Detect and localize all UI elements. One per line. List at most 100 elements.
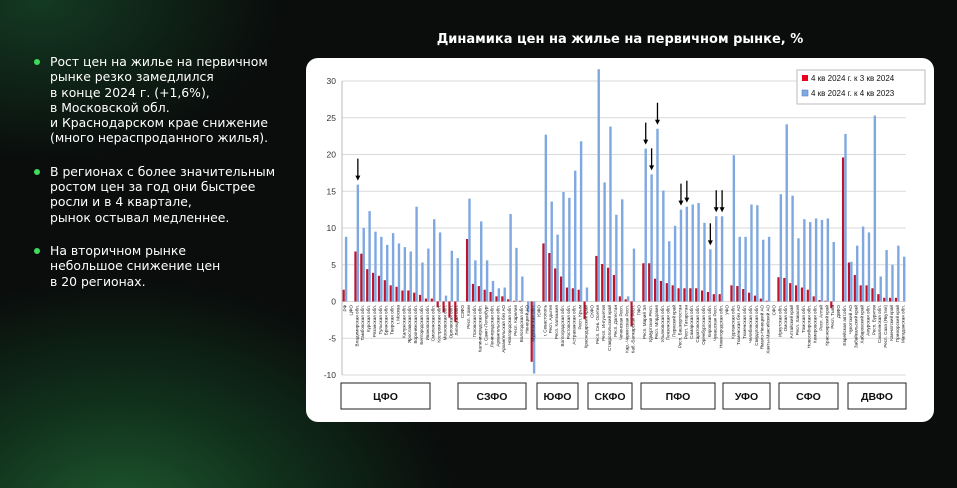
bar-q4-vs-q3 [554,268,557,302]
bar-q4-vs-q4 [750,204,753,302]
bar-q4-vs-q3 [859,285,862,302]
category-label: Ханты-Мансийский АО [765,305,771,354]
bar-q4-vs-q4 [397,243,401,302]
category-label: г. Севастополь [542,304,547,336]
bar-q4-vs-q4 [491,280,495,302]
category-label: Кемеровская обл. [813,305,818,343]
bar-q4-vs-q3 [818,300,821,302]
y-tick-label: 25 [327,113,337,123]
bar-q4-vs-q3 [747,292,751,302]
bar-q4-vs-q4 [861,226,865,302]
bar-q4-vs-q3 [794,285,798,302]
bar-q4-vs-q4 [820,219,824,302]
bar-q4-vs-q3 [530,301,533,362]
district-box [536,382,579,410]
bar-q4-vs-q3 [888,297,892,302]
bar-q4-vs-q3 [718,294,721,302]
category-label: Орловская обл. [448,305,453,338]
category-label: Иркутская обл. [777,305,782,337]
category-label: Смоленская обл. [431,305,436,341]
bar-q4-vs-q4 [826,218,830,302]
bar-q4-vs-q3 [489,291,492,302]
category-label: Ленинградская обл. [489,305,494,347]
bar-q4-vs-q3 [465,239,469,302]
category-label: Липецкая обл. [454,305,459,336]
bar-q4-vs-q4 [856,245,859,302]
bar-q4-vs-q3 [571,288,574,302]
bar-q4-vs-q3 [559,276,563,302]
bar-q4-vs-q4 [697,203,700,302]
bar-q4-vs-q4 [362,228,365,302]
category-label: Омская обл. [783,305,788,331]
bar-q4-vs-q4 [662,190,665,302]
bar-q4-vs-q4 [544,134,548,302]
bar-q4-vs-q3 [418,294,422,302]
bar-q4-vs-q4 [562,191,565,302]
category-label: Респ. Мордовия [654,304,659,339]
bullet-text: В регионах с более значительным ростом ц… [50,163,276,225]
bar-q4-vs-q4 [421,262,424,302]
category-label: Саратовская обл. [695,305,700,343]
bar-q4-vs-q4 [867,232,871,302]
bar-q4-vs-q4 [621,199,624,302]
bar-q4-vs-q3 [753,295,757,302]
bar-q4-vs-q3 [501,296,504,302]
bar-q4-vs-q3 [789,283,792,302]
bar-q4-vs-q4 [403,247,407,302]
bar-q4-vs-q3 [765,300,768,302]
bar-q4-vs-q4 [344,236,348,302]
category-label: Тюменская обл. [742,305,747,339]
legend-label: 4 кв 2024 г. к 4 кв 2023 [811,89,895,98]
bar-q4-vs-q3 [671,285,674,302]
category-label: Калужская обл. [401,305,406,338]
bar-q4-vs-q4 [691,204,694,302]
bar-q4-vs-q3 [389,285,392,302]
legend-swatch-red [802,75,808,81]
category-label: Ставропольский край [606,305,612,351]
bar-q4-vs-q4 [615,214,618,302]
category-label: Тюменская без АО [736,305,741,345]
bar-q4-vs-q4 [756,205,759,302]
category-label: Тамбовская обл. [360,305,365,341]
arrow-head-icon [355,175,361,181]
bar-q4-vs-q4 [444,295,448,302]
bullet-item: В регионах с более значительным ростом ц… [34,164,304,225]
bar-q4-vs-q4 [556,234,559,302]
bar-q4-vs-q3 [695,288,698,302]
bar-q4-vs-q3 [583,301,586,320]
category-label: Респ. Крым [578,305,583,329]
bar-q4-vs-q4 [650,174,653,302]
bar-q4-vs-q3 [342,289,345,302]
bar-q4-vs-q4 [850,261,853,302]
bar-q4-vs-q3 [824,300,827,302]
bar-q4-vs-q4 [791,195,794,302]
category-label: Магаданская обл. [901,305,906,343]
y-tick-label: 15 [327,186,337,196]
category-label: Пермский край [671,305,677,337]
bar-q4-vs-q3 [366,269,369,302]
category-label: Кар.-Черкесская Респ. [625,305,630,353]
bar-q4-vs-q4 [391,233,395,302]
category-label: Брянская обл. [384,305,389,335]
bar-q4-vs-q3 [841,157,845,302]
bar-q4-vs-q4 [503,287,506,302]
arrow-head-icon [643,139,649,145]
bar-q4-vs-q3 [759,298,762,302]
bar-q4-vs-q3 [483,289,486,302]
category-label: Респ. Карелия [513,304,518,335]
district-label: ЦФО [373,391,398,403]
category-label: ЮФО [536,305,541,317]
category-label: ЦФО [348,305,353,316]
bar-q4-vs-q3 [612,275,616,302]
bar-q4-vs-q3 [777,277,780,302]
bar-q4-vs-q3 [454,301,457,323]
bar-q4-vs-q4 [891,264,894,302]
y-tick-label: 30 [327,76,337,86]
bar-q4-vs-q3 [495,296,498,302]
category-label: Респ. Алтай [817,305,823,331]
bar-q4-vs-q4 [897,245,900,302]
category-label: Респ. Бурятия [871,304,876,335]
bar-q4-vs-q4 [709,249,712,302]
category-label: Пензенская обл. [666,305,671,340]
category-label: Астраханская обл. [572,305,577,345]
